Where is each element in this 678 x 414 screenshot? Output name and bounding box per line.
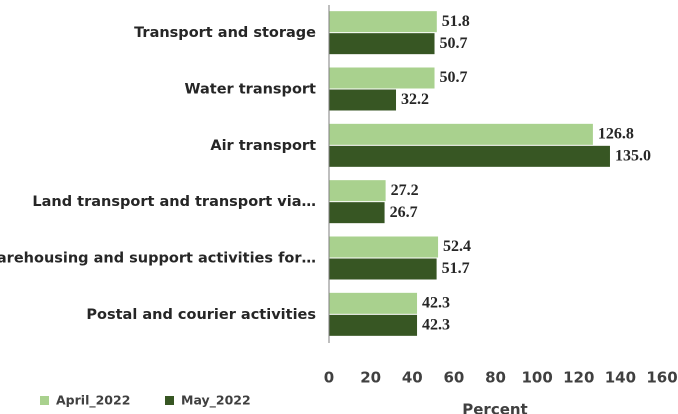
value-label: 42.3 [422, 295, 450, 312]
value-label: 27.2 [391, 182, 419, 199]
x-tick-label: 160 [646, 369, 677, 387]
value-label: 32.2 [401, 91, 429, 108]
bar [329, 258, 437, 280]
bar [329, 11, 437, 33]
bar [329, 123, 593, 145]
value-label: 51.8 [442, 13, 470, 30]
bar [329, 314, 418, 336]
value-label: 126.8 [598, 126, 634, 143]
category-label: Postal and courier activities [86, 307, 316, 323]
bar [329, 145, 610, 167]
x-tick-label: 40 [402, 369, 423, 387]
x-tick-label: 140 [605, 369, 636, 387]
value-label: 50.7 [440, 35, 468, 52]
x-tick-label: 20 [360, 369, 381, 387]
x-tick-label: 80 [485, 369, 506, 387]
bar [329, 236, 439, 258]
x-axis-label: Percent [462, 401, 527, 414]
category-label: Transport and storage [134, 25, 316, 41]
value-label: 52.4 [443, 238, 471, 255]
bar [329, 33, 435, 55]
bar [329, 202, 385, 224]
legend-swatch [40, 396, 49, 405]
value-label: 50.7 [440, 69, 468, 86]
value-label: 135.0 [615, 148, 651, 165]
category-label: Warehousing and support activities for… [0, 251, 316, 267]
x-tick-label: 0 [324, 369, 334, 387]
bar [329, 180, 386, 202]
category-label: Air transport [210, 138, 316, 154]
x-tick-label: 60 [443, 369, 464, 387]
bar [329, 89, 397, 111]
legend-swatch [165, 396, 174, 405]
legend-label: April_2022 [56, 393, 130, 409]
x-tick-label: 100 [521, 369, 552, 387]
value-label: 51.7 [442, 260, 470, 277]
value-label: 26.7 [390, 204, 418, 221]
value-label: 42.3 [422, 317, 450, 334]
bar [329, 292, 418, 314]
legend-label: May_2022 [181, 393, 251, 409]
category-label: Water transport [185, 82, 317, 98]
bar [329, 67, 435, 89]
x-tick-label: 120 [563, 369, 594, 387]
category-label: Land transport and transport via… [32, 194, 316, 210]
